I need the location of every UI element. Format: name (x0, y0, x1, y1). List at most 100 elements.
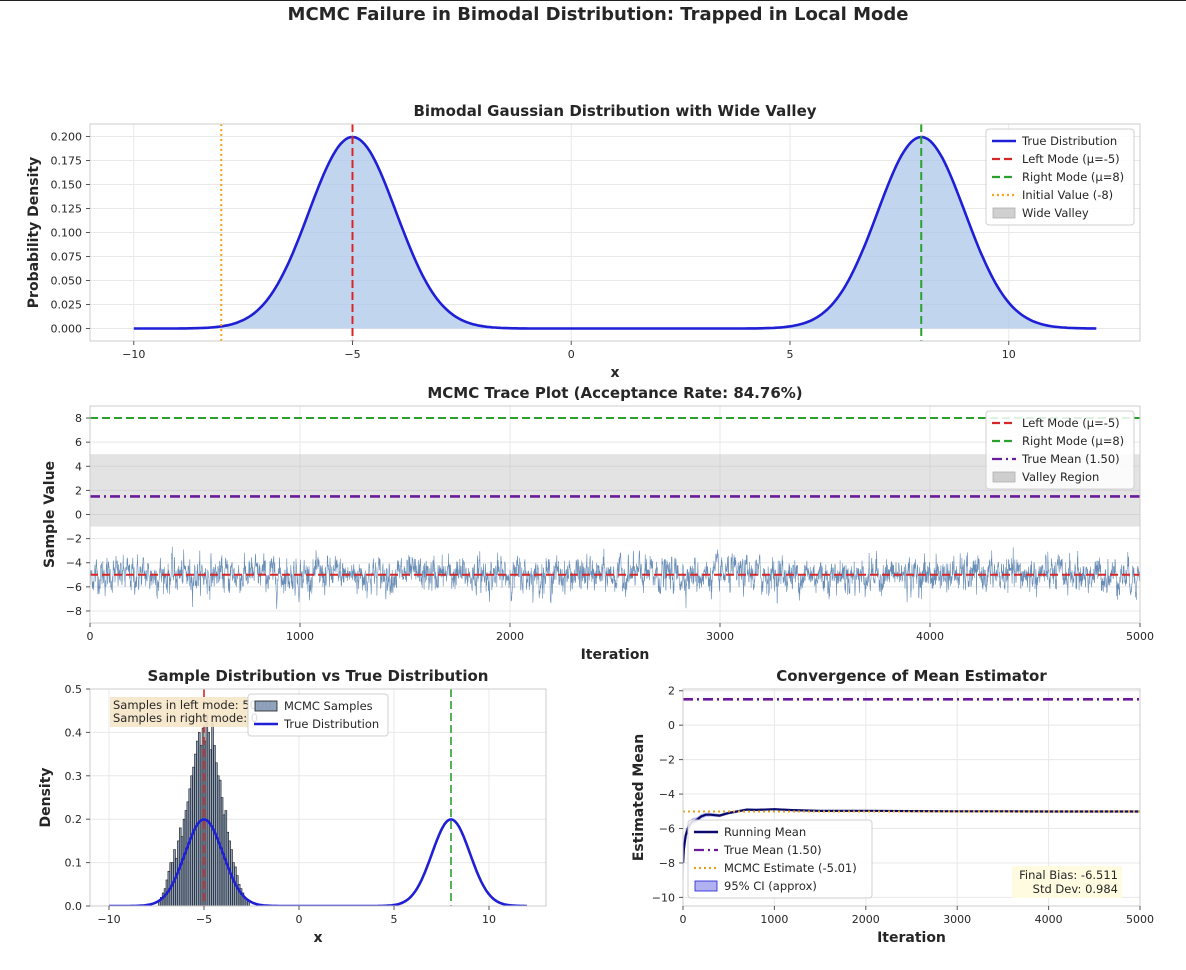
y-tick-label: 0.175 (51, 154, 83, 167)
plot-layer (90, 124, 1140, 341)
y-axis-label: Probability Density (26, 157, 42, 308)
legend-label: Initial Value (-8) (1022, 188, 1113, 202)
x-axis-label: x (610, 365, 619, 381)
y-tick-label: 0.025 (51, 299, 83, 312)
legend-label: MCMC Samples (284, 699, 373, 713)
y-axis-label: Sample Value (42, 461, 58, 568)
legend-label: Wide Valley (1022, 206, 1089, 220)
y-tick-label: −4 (66, 557, 82, 570)
legend-swatch (992, 207, 1016, 219)
plot-frame (89, 688, 547, 907)
x-tick-label: 2000 (852, 913, 880, 926)
y-tick-label: 0.050 (51, 275, 83, 288)
y-tick-label: 0.150 (51, 178, 83, 191)
chart-density: −10 −5 0 5 10 0.000 0.025 0.050 0.075 0.100 0.125 0… (26, 102, 1141, 381)
y-tick-label: 0.1 (65, 857, 83, 870)
y-tick-label: −2 (659, 754, 675, 767)
chart-trace: 0 1000 2000 3000 4000 5000 −8 −6 −4 −2 0 2 4 6 8 MCMC T… (42, 384, 1154, 663)
x-tick-label: 2000 (496, 630, 524, 643)
x-tick-label: −5 (196, 913, 212, 926)
legend-swatch (694, 880, 718, 892)
x-axis-label: Iteration (877, 930, 946, 946)
legend-label: True Distribution (283, 717, 379, 731)
x-tick-label: −5 (344, 348, 360, 361)
legend-label: 95% CI (approx) (724, 879, 817, 893)
legend-box (687, 819, 873, 899)
y-tick-label: 2 (668, 685, 675, 698)
legend-box (985, 410, 1135, 490)
density-fill (133, 137, 1097, 329)
y-tick-label: −2 (66, 533, 82, 546)
y-tick-label: −8 (659, 857, 675, 870)
x-tick-label: 10 (1002, 348, 1016, 361)
legend-label: MCMC Estimate (-5.01) (724, 861, 857, 875)
legend-label: Running Mean (724, 825, 806, 839)
x-tick-label: 0 (296, 913, 303, 926)
y-tick-label: 0.125 (51, 202, 83, 215)
legend-label: Right Mode (μ=8) (1022, 170, 1124, 184)
y-axis-label: Density (38, 767, 54, 827)
y-tick-label: −6 (659, 823, 675, 836)
y-tick-label: 0.0 (65, 900, 83, 913)
chart-title: Sample Distribution vs True Distribution (148, 667, 489, 685)
y-tick-label: 0.000 (51, 323, 83, 336)
chart-convergence: 0 1000 2000 3000 4000 5000 −10 −8 −6 −4 −2 0 2 Conver… (631, 667, 1154, 946)
x-tick-label: 0 (87, 630, 94, 643)
x-tick-label: 5 (787, 348, 794, 361)
y-tick-label: 0 (668, 719, 675, 732)
x-tick-label: 10 (482, 913, 496, 926)
annotation-box (110, 697, 250, 727)
legend-label: Right Mode (μ=8) (1022, 434, 1124, 448)
true-distribution-curve (109, 818, 527, 906)
legend-box (247, 693, 389, 737)
y-tick-label: 6 (75, 436, 82, 449)
y-tick-label: −6 (66, 581, 82, 594)
x-tick-label: 0 (568, 348, 575, 361)
x-axis-label: Iteration (581, 647, 650, 663)
legend-box (985, 128, 1135, 226)
x-tick-label: −10 (122, 348, 145, 361)
true-distribution-curve (133, 135, 1097, 330)
valley-region (90, 454, 1140, 527)
figure-title: MCMC Failure in Bimodal Distribution: Tr… (288, 4, 909, 25)
x-tick-label: −10 (97, 913, 120, 926)
top-border (0, 0, 1186, 1)
y-tick-label: 0.075 (51, 251, 83, 264)
x-tick-label: 0 (680, 913, 687, 926)
legend-label: True Distribution (1021, 134, 1117, 148)
y-tick-label: 0 (75, 509, 82, 522)
y-tick-label: −8 (66, 605, 82, 618)
legend-label: Left Mode (μ=-5) (1022, 416, 1120, 430)
legend-label: Valley Region (1022, 470, 1099, 484)
legend-label: True Mean (1.50) (1021, 452, 1120, 466)
stats-text: Std Dev: 0.984 (1033, 882, 1118, 896)
y-tick-label: 0.100 (51, 227, 83, 240)
legend-swatch (254, 700, 278, 712)
plot-frame (682, 688, 1141, 907)
legend-swatch (992, 471, 1016, 483)
x-tick-label: 5000 (1126, 630, 1154, 643)
x-tick-label: 4000 (916, 630, 944, 643)
x-tick-label: 3000 (706, 630, 734, 643)
y-tick-label: 0.2 (65, 813, 83, 826)
chart-title: MCMC Trace Plot (Acceptance Rate: 84.76%… (427, 384, 802, 402)
chart-title: Convergence of Mean Estimator (776, 667, 1047, 685)
x-tick-label: 3000 (943, 913, 971, 926)
y-tick-label: 0.4 (65, 726, 83, 739)
y-tick-label: 2 (75, 484, 82, 497)
x-tick-label: 5000 (1126, 913, 1154, 926)
y-tick-label: 4 (75, 460, 82, 473)
y-tick-label: 0.200 (51, 130, 83, 143)
y-tick-label: 0.5 (65, 683, 83, 696)
plot-layer (90, 406, 1140, 623)
stats-box (1012, 866, 1122, 898)
chart-hist: −10 −5 0 5 10 0.0 0.1 0.2 0.3 0.4 0.5 Sample Distri… (38, 667, 547, 946)
x-tick-label: 1000 (760, 913, 788, 926)
y-tick-label: 8 (75, 412, 82, 425)
y-axis-label: Estimated Mean (631, 734, 647, 861)
x-tick-label: 1000 (286, 630, 314, 643)
y-tick-label: 0.3 (65, 770, 83, 783)
y-tick-label: −4 (659, 788, 675, 801)
chart-title: Bimodal Gaussian Distribution with Wide … (413, 102, 816, 120)
